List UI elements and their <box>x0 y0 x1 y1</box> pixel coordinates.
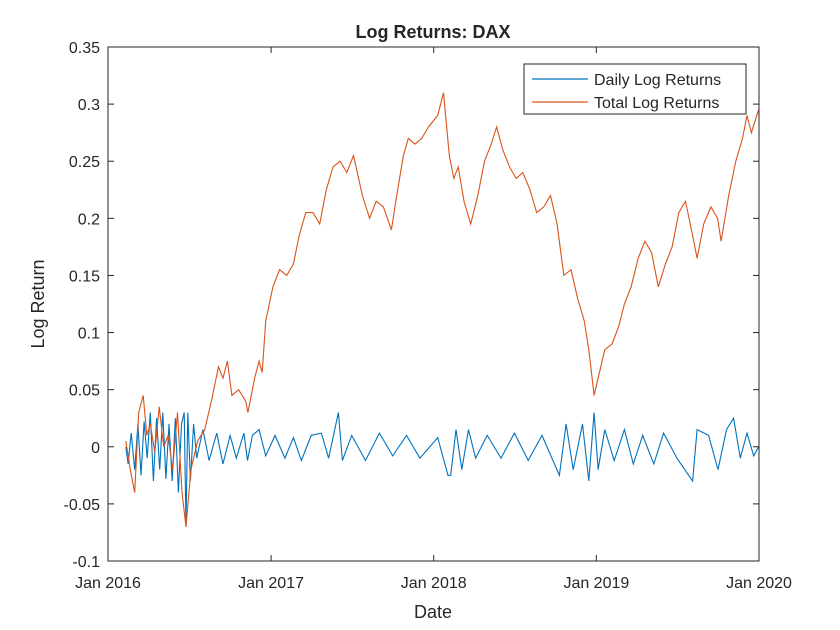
y-tick-label: 0.1 <box>78 326 100 343</box>
y-axis-label: Log Return <box>28 259 48 348</box>
axes-layer: -0.1 -0.05 0 0.05 0.1 0.15 0.2 0.25 0.3 0.35 Jan 2… <box>64 40 792 592</box>
y-tick-label: 0.25 <box>69 154 100 171</box>
y-tick-label: 0.15 <box>69 268 100 285</box>
series-layer <box>125 92 760 527</box>
chart-title: Log Returns: DAX <box>356 22 511 42</box>
y-tick-label: -0.05 <box>64 497 101 514</box>
x-tick-label: Jan 2016 <box>75 575 141 592</box>
x-tick-label: Jan 2018 <box>401 575 467 592</box>
y-tick-label: 0.3 <box>78 97 100 114</box>
y-tick-label: 0.2 <box>78 211 100 228</box>
y-tick-label: 0 <box>91 440 100 457</box>
legend-box <box>523 63 747 115</box>
legend-label-daily: Daily Log Returns <box>594 72 721 89</box>
legend-label-total: Total Log Returns <box>594 95 719 112</box>
y-tick-label: 0.35 <box>69 40 100 57</box>
x-axis-label: Date <box>414 602 452 622</box>
legend: Daily Log Returns Total Log Returns <box>523 63 747 115</box>
x-tick-label: Jan 2020 <box>726 575 792 592</box>
x-tick-label: Jan 2019 <box>563 575 629 592</box>
y-tick-label: -0.1 <box>72 554 100 571</box>
x-tick-label: Jan 2017 <box>238 575 304 592</box>
series-line-total <box>125 92 760 527</box>
y-tick-label: 0.05 <box>69 383 100 400</box>
plot-area <box>108 47 759 561</box>
